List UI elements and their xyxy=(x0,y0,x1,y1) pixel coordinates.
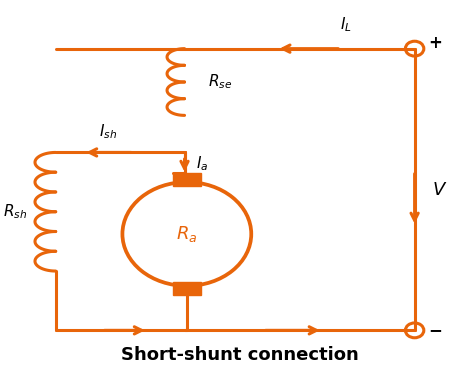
Text: $V$: $V$ xyxy=(432,180,447,199)
Text: $I_L$: $I_L$ xyxy=(340,15,352,34)
Text: +: + xyxy=(428,34,442,52)
Text: $R_{sh}$: $R_{sh}$ xyxy=(3,202,27,221)
Text: $I_{sh}$: $I_{sh}$ xyxy=(100,123,118,141)
Text: Short-shunt connection: Short-shunt connection xyxy=(121,346,359,364)
Text: $R_a$: $R_a$ xyxy=(176,224,198,244)
Text: −: − xyxy=(428,321,442,339)
Text: $I_a$: $I_a$ xyxy=(196,154,209,173)
Bar xyxy=(173,282,201,295)
Bar xyxy=(173,173,201,186)
Text: $R_{se}$: $R_{se}$ xyxy=(208,73,232,91)
